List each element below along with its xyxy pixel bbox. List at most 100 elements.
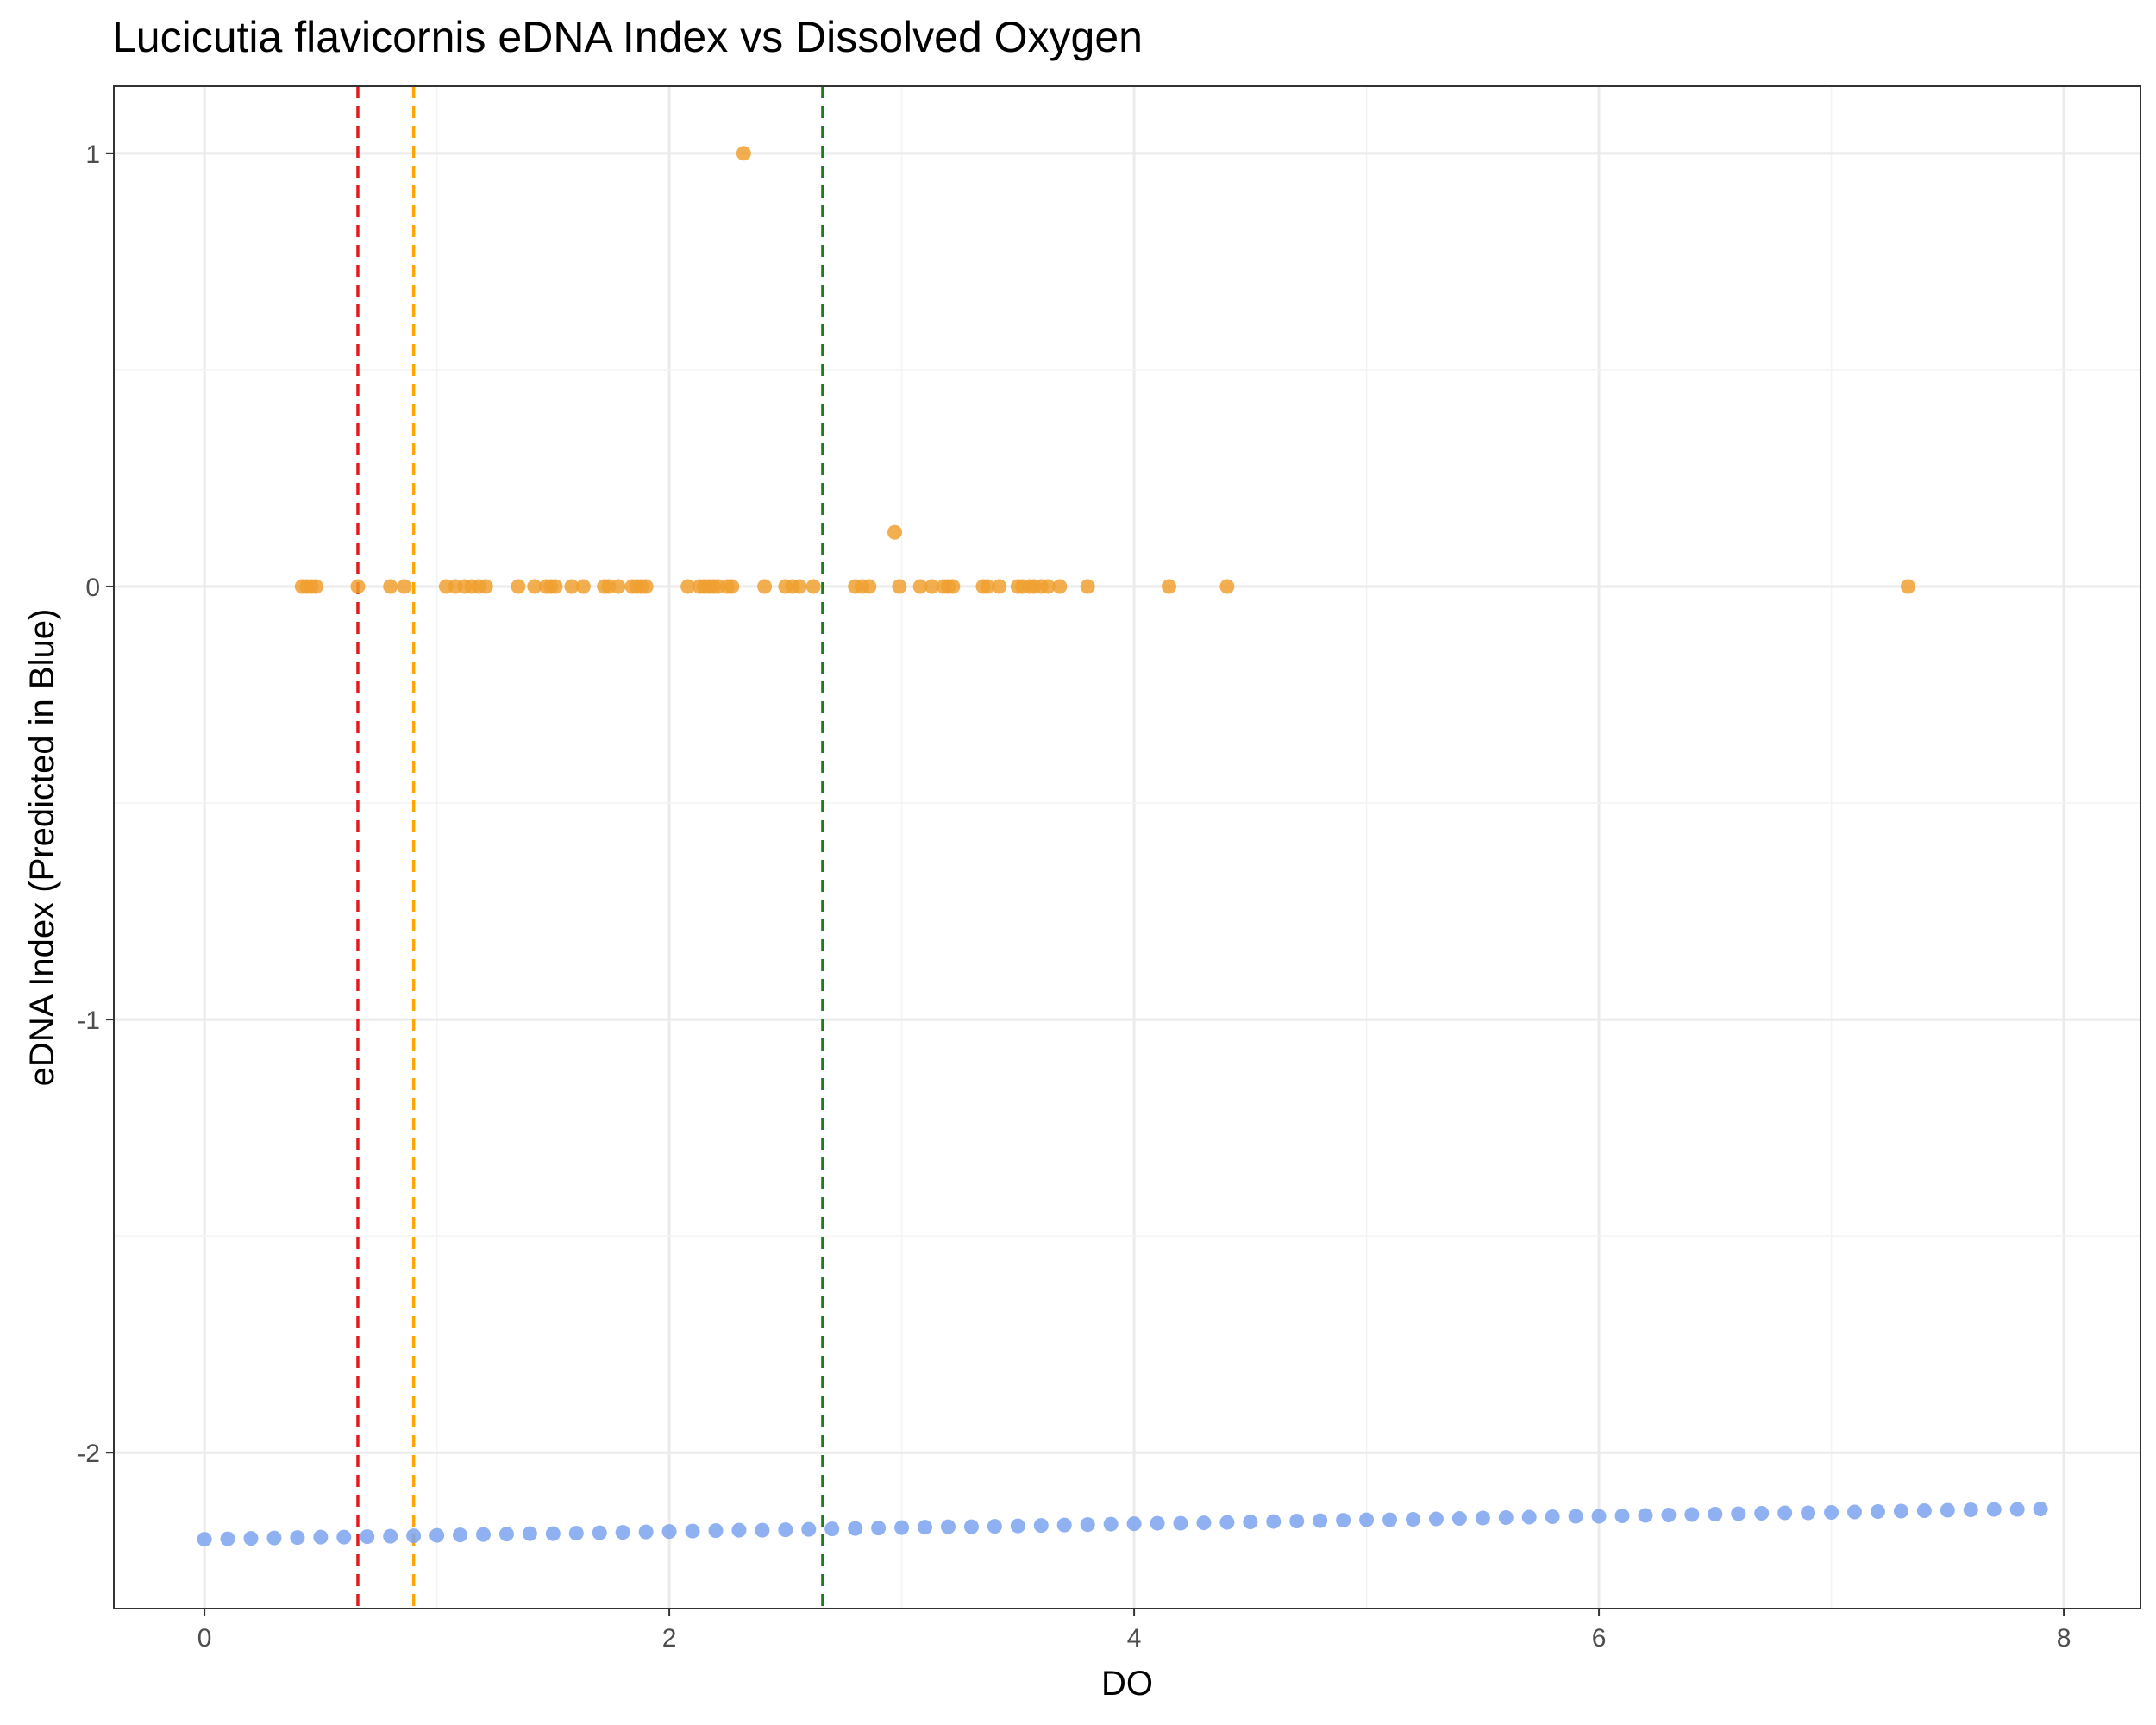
predicted-point xyxy=(266,1530,282,1546)
x-tick-label: 0 xyxy=(197,1624,212,1653)
observed-point xyxy=(478,579,493,594)
predicted-point xyxy=(1521,1509,1537,1525)
predicted-point xyxy=(1638,1508,1653,1523)
predicted-point xyxy=(453,1527,468,1543)
predicted-point xyxy=(871,1521,887,1536)
observed-point xyxy=(564,579,580,594)
predicted-point xyxy=(1336,1513,1351,1528)
predicted-point xyxy=(918,1520,933,1535)
predicted-point xyxy=(1033,1518,1049,1534)
predicted-point xyxy=(848,1521,863,1536)
predicted-point xyxy=(940,1519,956,1534)
predicted-point xyxy=(963,1519,979,1534)
observed-point xyxy=(680,579,696,594)
predicted-point xyxy=(522,1526,537,1541)
predicted-point xyxy=(1010,1518,1025,1534)
predicted-point xyxy=(592,1525,607,1540)
observed-point xyxy=(992,579,1007,594)
predicted-point xyxy=(1777,1505,1793,1521)
observed-point xyxy=(1901,579,1916,594)
predicted-point xyxy=(406,1528,422,1544)
y-tick-label: -1 xyxy=(77,1007,100,1035)
observed-point xyxy=(912,579,928,594)
predicted-point xyxy=(1126,1516,1142,1532)
predicted-point xyxy=(1498,1510,1514,1526)
predicted-point xyxy=(383,1528,398,1544)
observed-point xyxy=(548,579,563,594)
observed-point xyxy=(892,579,907,594)
predicted-point xyxy=(336,1529,352,1545)
predicted-point xyxy=(1428,1511,1444,1527)
predicted-point xyxy=(1266,1514,1282,1529)
predicted-point xyxy=(2009,1502,2025,1517)
predicted-point xyxy=(568,1526,584,1541)
predicted-point xyxy=(429,1527,445,1543)
observed-point xyxy=(308,579,323,594)
predicted-point xyxy=(360,1529,375,1545)
predicted-point xyxy=(197,1532,212,1547)
chart-title: Lucicutia flavicornis eDNA Index vs Diss… xyxy=(112,13,1143,61)
x-axis-title: DO xyxy=(1101,1665,1153,1703)
observed-point xyxy=(1162,579,1177,594)
observed-point xyxy=(736,146,751,161)
x-tick-label: 8 xyxy=(2057,1624,2071,1653)
predicted-point xyxy=(1916,1503,1932,1519)
point-layer xyxy=(197,146,2048,1547)
predicted-point xyxy=(1708,1507,1723,1522)
predicted-point xyxy=(1173,1515,1188,1531)
predicted-point xyxy=(1684,1507,1700,1522)
predicted-point xyxy=(778,1522,793,1538)
x-tick-label: 6 xyxy=(1592,1624,1607,1653)
predicted-point xyxy=(1661,1508,1677,1523)
predicted-point xyxy=(1847,1504,1863,1520)
predicted-point xyxy=(243,1531,259,1546)
observed-point xyxy=(383,579,398,594)
predicted-point xyxy=(1196,1515,1212,1531)
vline-layer xyxy=(356,86,824,1609)
predicted-point xyxy=(1080,1517,1095,1533)
predicted-point xyxy=(1289,1514,1305,1529)
predicted-point xyxy=(290,1530,305,1546)
observed-point xyxy=(638,579,654,594)
y-tick-label: -2 xyxy=(77,1440,100,1468)
predicted-point xyxy=(545,1526,561,1541)
observed-point xyxy=(527,579,542,594)
x-tick-label: 4 xyxy=(1127,1624,1142,1653)
predicted-point xyxy=(1591,1509,1607,1524)
predicted-point xyxy=(1940,1502,1955,1518)
predicted-point xyxy=(615,1525,630,1540)
predicted-point xyxy=(1243,1515,1258,1530)
y-axis-ticks: -2 -1 0 1 xyxy=(77,141,114,1468)
observed-point xyxy=(887,524,903,540)
observed-point xyxy=(1219,579,1235,594)
predicted-point xyxy=(755,1522,770,1538)
predicted-point xyxy=(685,1523,700,1539)
predicted-point xyxy=(801,1521,817,1537)
predicted-point xyxy=(1614,1509,1630,1524)
predicted-point xyxy=(1870,1504,1885,1520)
x-tick-label: 2 xyxy=(662,1624,677,1653)
observed-point xyxy=(1080,579,1095,594)
predicted-point xyxy=(661,1524,677,1540)
observed-point xyxy=(945,579,961,594)
predicted-point xyxy=(1568,1509,1583,1524)
predicted-point xyxy=(1731,1506,1746,1521)
observed-point xyxy=(980,579,995,594)
y-axis-title: eDNA Index (Predicted in Blue) xyxy=(23,609,61,1087)
predicted-point xyxy=(1893,1503,1908,1519)
observed-point xyxy=(1052,579,1068,594)
observed-point xyxy=(397,579,412,594)
predicted-point xyxy=(824,1521,840,1537)
observed-point xyxy=(611,579,626,594)
predicted-point xyxy=(1056,1517,1072,1533)
observed-point xyxy=(924,579,940,594)
predicted-point xyxy=(1451,1511,1467,1527)
predicted-point xyxy=(1103,1516,1119,1532)
predicted-point xyxy=(708,1523,724,1539)
predicted-point xyxy=(1801,1505,1816,1521)
observed-point xyxy=(805,579,821,594)
predicted-point xyxy=(1313,1513,1328,1528)
observed-point xyxy=(1040,579,1056,594)
grid-layer xyxy=(114,86,2140,1609)
